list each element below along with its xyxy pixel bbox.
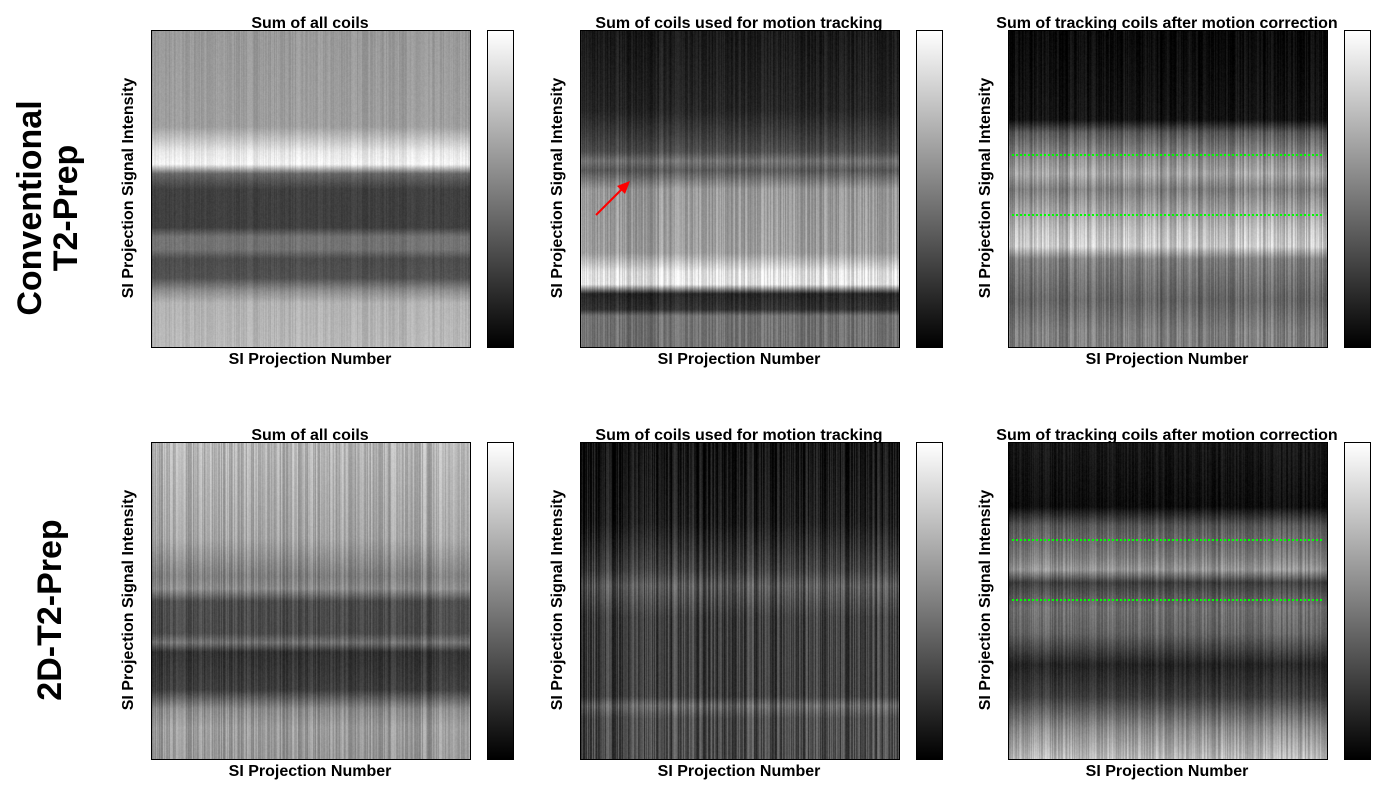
- colorbar: [916, 442, 943, 760]
- x-axis-label: SI Projection Number: [228, 763, 392, 780]
- chart-title: Sum of coils used for motion tracking: [595, 427, 883, 444]
- heatmap-image: [151, 30, 471, 348]
- row-label-2d-t2-prep: 2D-T2-Prep: [31, 519, 69, 701]
- heatmap-image: [1008, 442, 1328, 760]
- chart-title: Sum of tracking coils after motion corre…: [996, 427, 1338, 444]
- chart-title: Sum of coils used for motion tracking: [595, 15, 883, 32]
- colorbar: [1344, 442, 1371, 760]
- chart-title: Sum of tracking coils after motion corre…: [996, 15, 1338, 32]
- heatmap-image: [1008, 30, 1328, 348]
- colorbar: [1344, 30, 1371, 348]
- y-axis-label: SI Projection Signal Intensity: [977, 489, 994, 711]
- y-axis-label: SI Projection Signal Intensity: [120, 77, 137, 299]
- y-axis-label: SI Projection Signal Intensity: [120, 489, 137, 711]
- row-label-conventional-t2-prep: Conventional T2-Prep: [11, 100, 85, 316]
- chart-title: Sum of all coils: [251, 427, 369, 444]
- x-axis-label: SI Projection Number: [228, 351, 392, 368]
- heatmap-image: [151, 442, 471, 760]
- chart-title: Sum of all coils: [251, 15, 369, 32]
- colorbar: [916, 30, 943, 348]
- y-axis-label: SI Projection Signal Intensity: [549, 489, 566, 711]
- y-axis-label: SI Projection Signal Intensity: [977, 77, 994, 299]
- heatmap-image: [580, 30, 900, 348]
- heatmap-image: [580, 442, 900, 760]
- y-axis-label: SI Projection Signal Intensity: [549, 77, 566, 299]
- colorbar: [487, 30, 514, 348]
- x-axis-label: SI Projection Number: [1085, 763, 1249, 780]
- colorbar: [487, 442, 514, 760]
- x-axis-label: SI Projection Number: [657, 351, 821, 368]
- x-axis-label: SI Projection Number: [1085, 351, 1249, 368]
- x-axis-label: SI Projection Number: [657, 763, 821, 780]
